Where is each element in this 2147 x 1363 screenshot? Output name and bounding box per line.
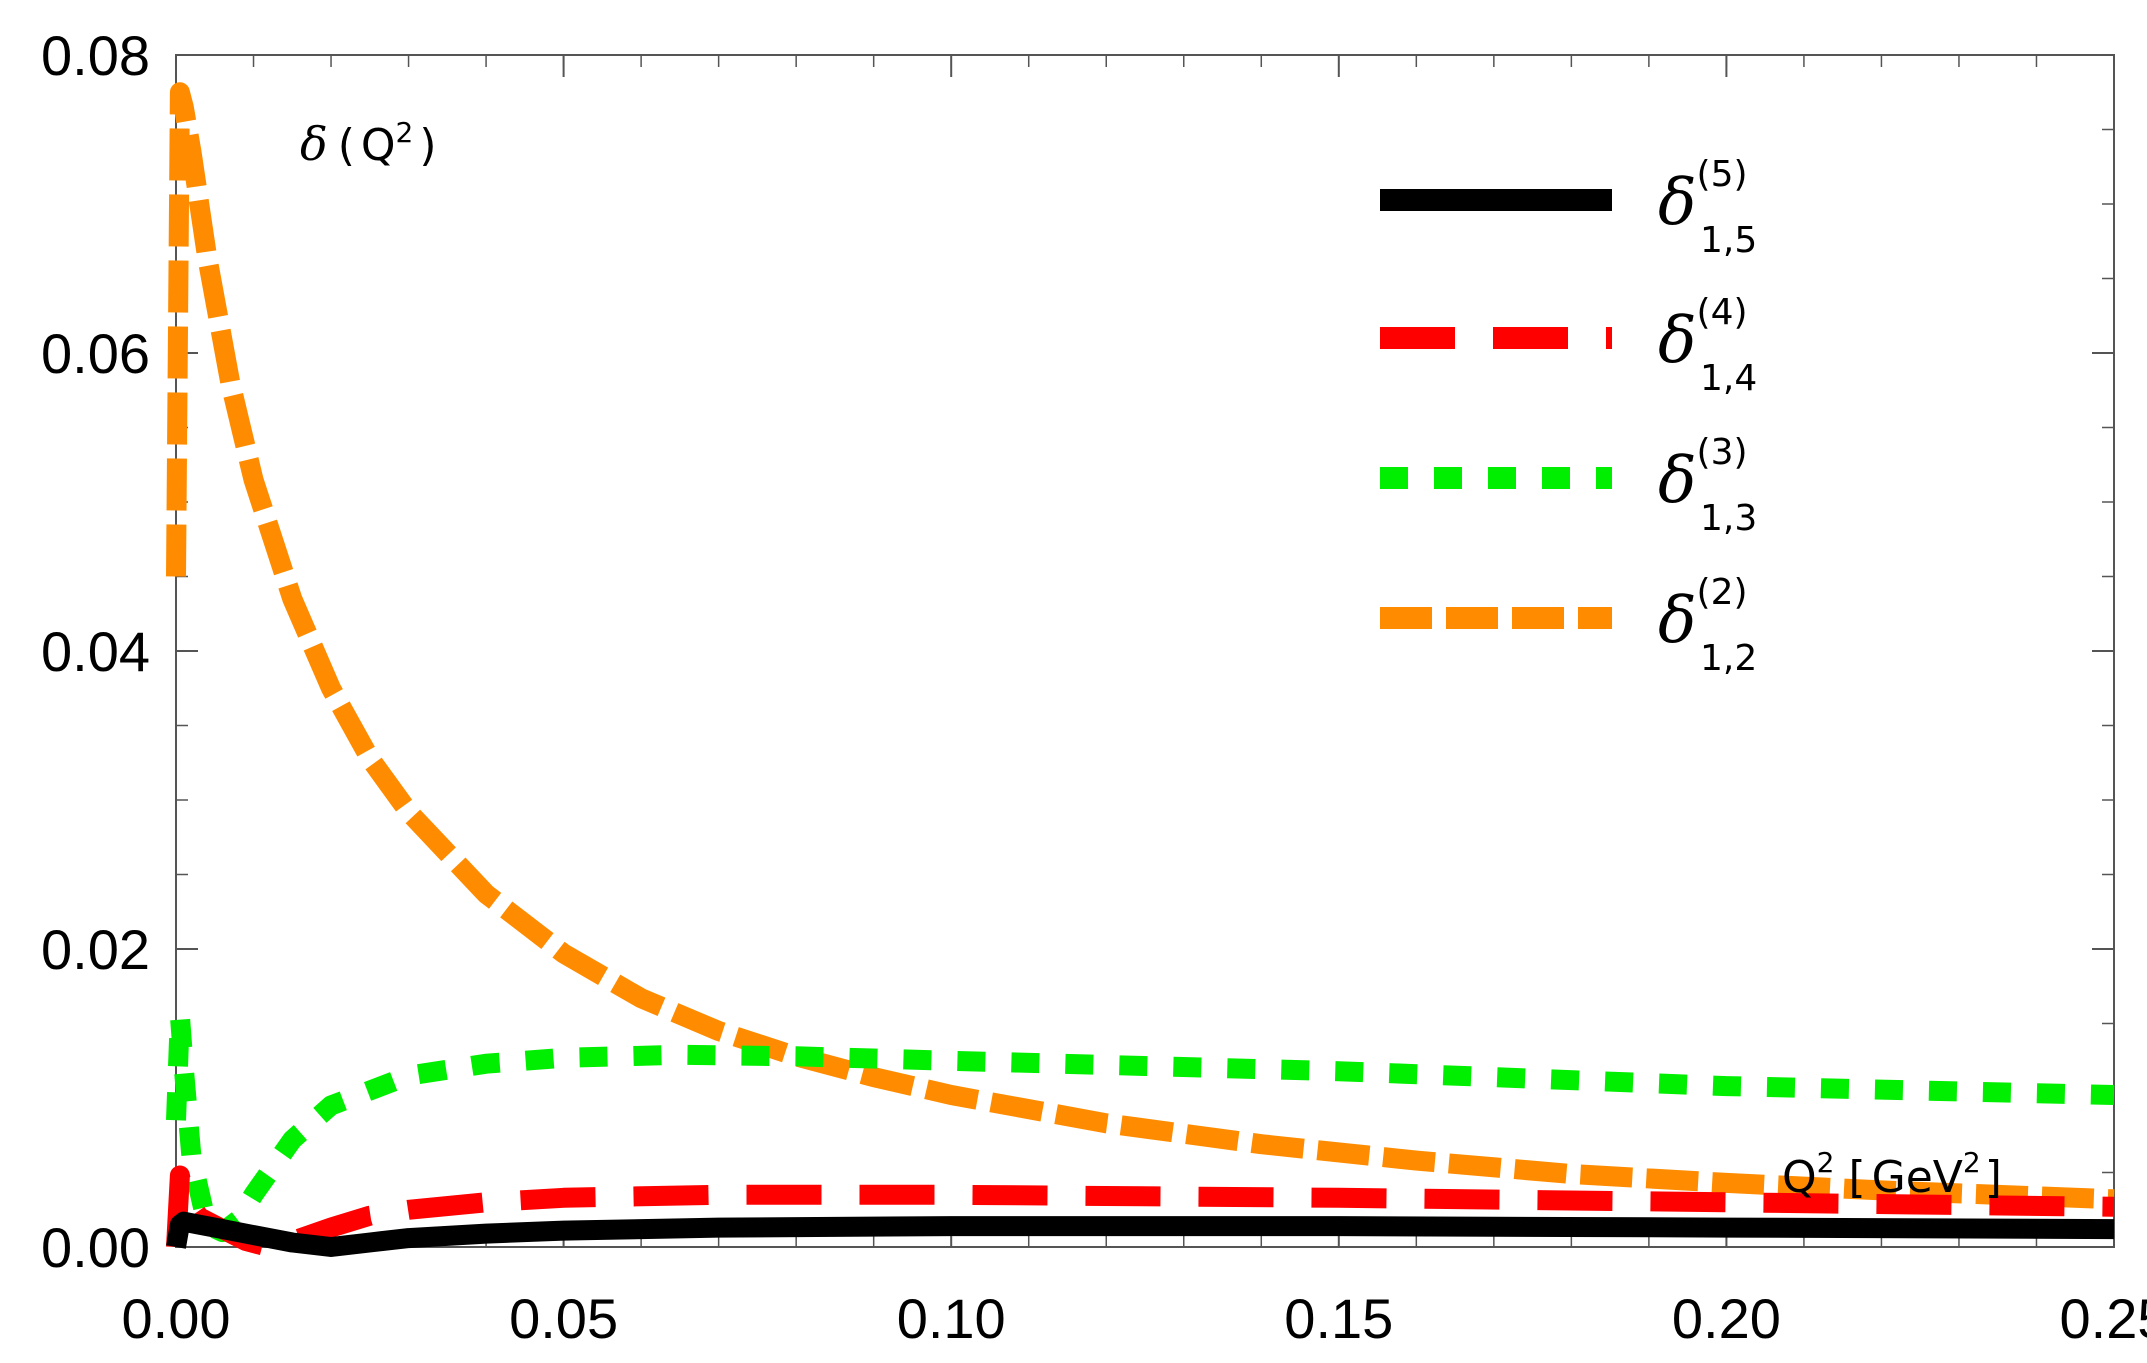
legend-label-3: δ(2) 1,2 <box>1658 572 1757 679</box>
y-tick-label: 0.00 <box>41 1216 150 1279</box>
series-line-2 <box>166 1006 2115 1243</box>
series-line-3 <box>166 82 2115 1210</box>
x-tick-label: 0.15 <box>1284 1287 1393 1350</box>
y-tick-label: 0.08 <box>41 24 150 87</box>
y-tick-label: 0.02 <box>41 918 150 981</box>
series-layer <box>166 82 2115 1257</box>
y-axis-title: δ(Q2) <box>300 116 437 171</box>
axis-tick-labels: 0.00 0.05 0.10 0.15 0.20 0.25 0.00 0.02 0.04 0.06… <box>41 24 2147 1350</box>
x-tick-label: 0.10 <box>897 1287 1006 1350</box>
series-line-1 <box>166 1165 2115 1257</box>
x-axis-title: Q2[GeV2] <box>1782 1146 2002 1203</box>
y-tick-label: 0.06 <box>41 322 150 385</box>
x-tick-label: 0.00 <box>122 1287 231 1350</box>
y-tick-label: 0.04 <box>41 620 150 683</box>
x-tick-label: 0.25 <box>2060 1287 2147 1350</box>
series-line-0 <box>166 1211 2115 1257</box>
legend: δ(5) 1,5 δ(4) 1,4 δ(3) 1,3 δ(2) 1,2 <box>1380 154 1757 679</box>
legend-label-1: δ(4) 1,4 <box>1658 292 1757 399</box>
x-tick-label: 0.05 <box>509 1287 618 1350</box>
legend-label-0: δ(5) 1,5 <box>1658 154 1757 261</box>
legend-label-2: δ(3) 1,3 <box>1658 432 1757 539</box>
x-tick-label: 0.20 <box>1672 1287 1781 1350</box>
